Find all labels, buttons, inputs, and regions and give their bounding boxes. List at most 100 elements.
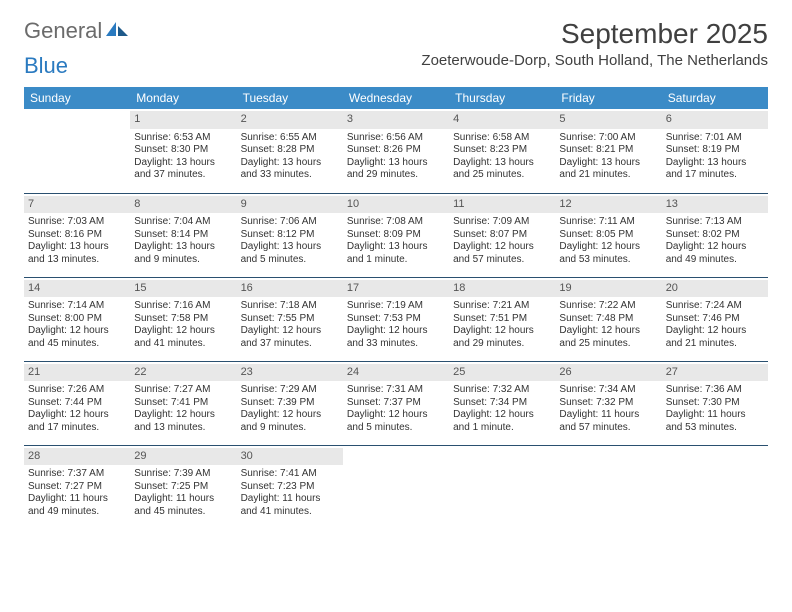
calendar-day-cell: 18Sunrise: 7:21 AMSunset: 7:51 PMDayligh…: [449, 277, 555, 361]
sunrise-text: Sunrise: 7:04 AM: [134, 216, 232, 229]
sunset-text: Sunset: 8:07 PM: [453, 229, 551, 242]
calendar-day-cell: 22Sunrise: 7:27 AMSunset: 7:41 PMDayligh…: [130, 361, 236, 445]
daylight-text: Daylight: 12 hours and 33 minutes.: [347, 325, 445, 350]
sunrise-text: Sunrise: 7:01 AM: [666, 132, 764, 145]
sunset-text: Sunset: 8:05 PM: [559, 229, 657, 242]
calendar-day-cell: 5Sunrise: 7:00 AMSunset: 8:21 PMDaylight…: [555, 109, 661, 193]
sunset-text: Sunset: 8:23 PM: [453, 144, 551, 157]
calendar-day-cell: 16Sunrise: 7:18 AMSunset: 7:55 PMDayligh…: [237, 277, 343, 361]
daylight-text: Daylight: 12 hours and 45 minutes.: [28, 325, 126, 350]
day-number: 10: [343, 196, 449, 214]
weekday-header: Thursday: [449, 87, 555, 109]
weekday-header: Sunday: [24, 87, 130, 109]
daylight-text: Daylight: 12 hours and 53 minutes.: [559, 241, 657, 266]
day-number: 1: [130, 111, 236, 129]
calendar-day-cell: 12Sunrise: 7:11 AMSunset: 8:05 PMDayligh…: [555, 193, 661, 277]
day-number: 5: [555, 111, 661, 129]
sunrise-text: Sunrise: 7:26 AM: [28, 384, 126, 397]
sunset-text: Sunset: 7:46 PM: [666, 313, 764, 326]
sunrise-text: Sunrise: 7:18 AM: [241, 300, 339, 313]
calendar-day-cell: [662, 445, 768, 529]
day-number: 6: [662, 111, 768, 129]
sunrise-text: Sunrise: 7:14 AM: [28, 300, 126, 313]
calendar-day-cell: [449, 445, 555, 529]
sunset-text: Sunset: 7:51 PM: [453, 313, 551, 326]
month-title: September 2025: [421, 18, 768, 50]
calendar-day-cell: [343, 445, 449, 529]
sunrise-text: Sunrise: 6:53 AM: [134, 132, 232, 145]
daylight-text: Daylight: 13 hours and 21 minutes.: [559, 157, 657, 182]
sunset-text: Sunset: 8:00 PM: [28, 313, 126, 326]
sunrise-text: Sunrise: 7:09 AM: [453, 216, 551, 229]
calendar-day-cell: 28Sunrise: 7:37 AMSunset: 7:27 PMDayligh…: [24, 445, 130, 529]
title-block: September 2025 Zoeterwoude-Dorp, South H…: [421, 18, 768, 69]
calendar-day-cell: 27Sunrise: 7:36 AMSunset: 7:30 PMDayligh…: [662, 361, 768, 445]
daylight-text: Daylight: 13 hours and 5 minutes.: [241, 241, 339, 266]
day-number: 25: [449, 364, 555, 382]
calendar-day-cell: 24Sunrise: 7:31 AMSunset: 7:37 PMDayligh…: [343, 361, 449, 445]
calendar-day-cell: 20Sunrise: 7:24 AMSunset: 7:46 PMDayligh…: [662, 277, 768, 361]
calendar-day-cell: 13Sunrise: 7:13 AMSunset: 8:02 PMDayligh…: [662, 193, 768, 277]
day-number: 16: [237, 280, 343, 298]
sunrise-text: Sunrise: 7:41 AM: [241, 468, 339, 481]
sunrise-text: Sunrise: 7:24 AM: [666, 300, 764, 313]
sunrise-text: Sunrise: 7:03 AM: [28, 216, 126, 229]
calendar-day-cell: 7Sunrise: 7:03 AMSunset: 8:16 PMDaylight…: [24, 193, 130, 277]
day-number: 20: [662, 280, 768, 298]
sunset-text: Sunset: 7:37 PM: [347, 397, 445, 410]
calendar-week-row: 21Sunrise: 7:26 AMSunset: 7:44 PMDayligh…: [24, 361, 768, 445]
logo-text-general: General: [24, 18, 102, 44]
calendar-day-cell: 11Sunrise: 7:09 AMSunset: 8:07 PMDayligh…: [449, 193, 555, 277]
sunset-text: Sunset: 8:21 PM: [559, 144, 657, 157]
day-number: 4: [449, 111, 555, 129]
weekday-header-row: Sunday Monday Tuesday Wednesday Thursday…: [24, 87, 768, 109]
sunset-text: Sunset: 7:53 PM: [347, 313, 445, 326]
day-number: 3: [343, 111, 449, 129]
day-number: 28: [24, 448, 130, 466]
sunrise-text: Sunrise: 7:37 AM: [28, 468, 126, 481]
calendar-week-row: 7Sunrise: 7:03 AMSunset: 8:16 PMDaylight…: [24, 193, 768, 277]
sunrise-text: Sunrise: 6:55 AM: [241, 132, 339, 145]
calendar-day-cell: 2Sunrise: 6:55 AMSunset: 8:28 PMDaylight…: [237, 109, 343, 193]
daylight-text: Daylight: 13 hours and 33 minutes.: [241, 157, 339, 182]
sunset-text: Sunset: 7:41 PM: [134, 397, 232, 410]
day-number: 22: [130, 364, 236, 382]
daylight-text: Daylight: 12 hours and 9 minutes.: [241, 409, 339, 434]
logo-sail-icon: [106, 20, 128, 43]
calendar-day-cell: 26Sunrise: 7:34 AMSunset: 7:32 PMDayligh…: [555, 361, 661, 445]
sunrise-text: Sunrise: 7:29 AM: [241, 384, 339, 397]
daylight-text: Daylight: 12 hours and 1 minute.: [453, 409, 551, 434]
calendar-day-cell: 6 Sunrise: 7:01 AMSunset: 8:19 PMDaylight…: [662, 109, 768, 193]
sunset-text: Sunset: 8:19 PM: [666, 144, 764, 157]
weekday-header: Saturday: [662, 87, 768, 109]
sunset-text: Sunset: 7:44 PM: [28, 397, 126, 410]
day-number: 13: [662, 196, 768, 214]
sunset-text: Sunset: 8:28 PM: [241, 144, 339, 157]
sunset-text: Sunset: 7:48 PM: [559, 313, 657, 326]
calendar-day-cell: 3Sunrise: 6:56 AMSunset: 8:26 PMDaylight…: [343, 109, 449, 193]
daylight-text: Daylight: 11 hours and 53 minutes.: [666, 409, 764, 434]
calendar-table: Sunday Monday Tuesday Wednesday Thursday…: [24, 87, 768, 529]
weekday-header: Tuesday: [237, 87, 343, 109]
sunrise-text: Sunrise: 7:19 AM: [347, 300, 445, 313]
sunset-text: Sunset: 7:25 PM: [134, 481, 232, 494]
daylight-text: Daylight: 12 hours and 13 minutes.: [134, 409, 232, 434]
sunrise-text: Sunrise: 7:22 AM: [559, 300, 657, 313]
daylight-text: Daylight: 11 hours and 57 minutes.: [559, 409, 657, 434]
calendar-day-cell: 23Sunrise: 7:29 AMSunset: 7:39 PMDayligh…: [237, 361, 343, 445]
sunrise-text: Sunrise: 7:31 AM: [347, 384, 445, 397]
daylight-text: Daylight: 13 hours and 17 minutes.: [666, 157, 764, 182]
day-number: 23: [237, 364, 343, 382]
sunrise-text: Sunrise: 7:13 AM: [666, 216, 764, 229]
day-number: 9: [237, 196, 343, 214]
calendar-day-cell: 9Sunrise: 7:06 AMSunset: 8:12 PMDaylight…: [237, 193, 343, 277]
calendar-day-cell: 21Sunrise: 7:26 AMSunset: 7:44 PMDayligh…: [24, 361, 130, 445]
sunrise-text: Sunrise: 7:11 AM: [559, 216, 657, 229]
day-number: 30: [237, 448, 343, 466]
daylight-text: Daylight: 12 hours and 37 minutes.: [241, 325, 339, 350]
sunset-text: Sunset: 7:27 PM: [28, 481, 126, 494]
day-number: 11: [449, 196, 555, 214]
daylight-text: Daylight: 12 hours and 25 minutes.: [559, 325, 657, 350]
day-number: 29: [130, 448, 236, 466]
sunrise-text: Sunrise: 7:34 AM: [559, 384, 657, 397]
